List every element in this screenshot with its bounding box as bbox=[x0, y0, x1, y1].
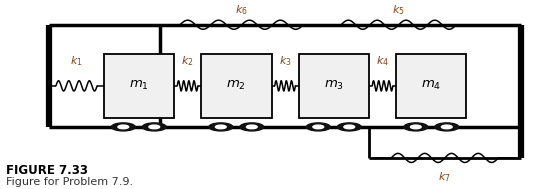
Text: $m_4$: $m_4$ bbox=[421, 79, 441, 92]
Text: $k_6$: $k_6$ bbox=[235, 4, 248, 17]
Circle shape bbox=[313, 125, 324, 129]
Text: $m_1$: $m_1$ bbox=[129, 79, 149, 92]
Text: $k_5$: $k_5$ bbox=[393, 4, 405, 17]
Text: Figure for Problem 7.9.: Figure for Problem 7.9. bbox=[6, 177, 133, 187]
Circle shape bbox=[209, 123, 233, 131]
Circle shape bbox=[118, 125, 129, 129]
Circle shape bbox=[337, 123, 361, 131]
Circle shape bbox=[216, 125, 226, 129]
Bar bbox=[201, 54, 272, 118]
Circle shape bbox=[111, 123, 135, 131]
Text: $k_4$: $k_4$ bbox=[376, 54, 389, 68]
Circle shape bbox=[435, 123, 459, 131]
Circle shape bbox=[404, 123, 428, 131]
Text: FIGURE 7.33: FIGURE 7.33 bbox=[6, 164, 88, 177]
Circle shape bbox=[411, 125, 421, 129]
Circle shape bbox=[247, 125, 257, 129]
Circle shape bbox=[142, 123, 166, 131]
Text: $k_7$: $k_7$ bbox=[438, 171, 451, 184]
Circle shape bbox=[240, 123, 264, 131]
Circle shape bbox=[149, 125, 160, 129]
Text: $m_3$: $m_3$ bbox=[324, 79, 344, 92]
Text: $k_3$: $k_3$ bbox=[279, 54, 292, 68]
Circle shape bbox=[306, 123, 330, 131]
Circle shape bbox=[344, 125, 355, 129]
Bar bbox=[104, 54, 174, 118]
Text: $k_2$: $k_2$ bbox=[181, 54, 194, 68]
Text: $k_1$: $k_1$ bbox=[70, 54, 83, 68]
Bar bbox=[299, 54, 369, 118]
Bar bbox=[396, 54, 466, 118]
Circle shape bbox=[441, 125, 452, 129]
Text: $m_2$: $m_2$ bbox=[226, 79, 246, 92]
